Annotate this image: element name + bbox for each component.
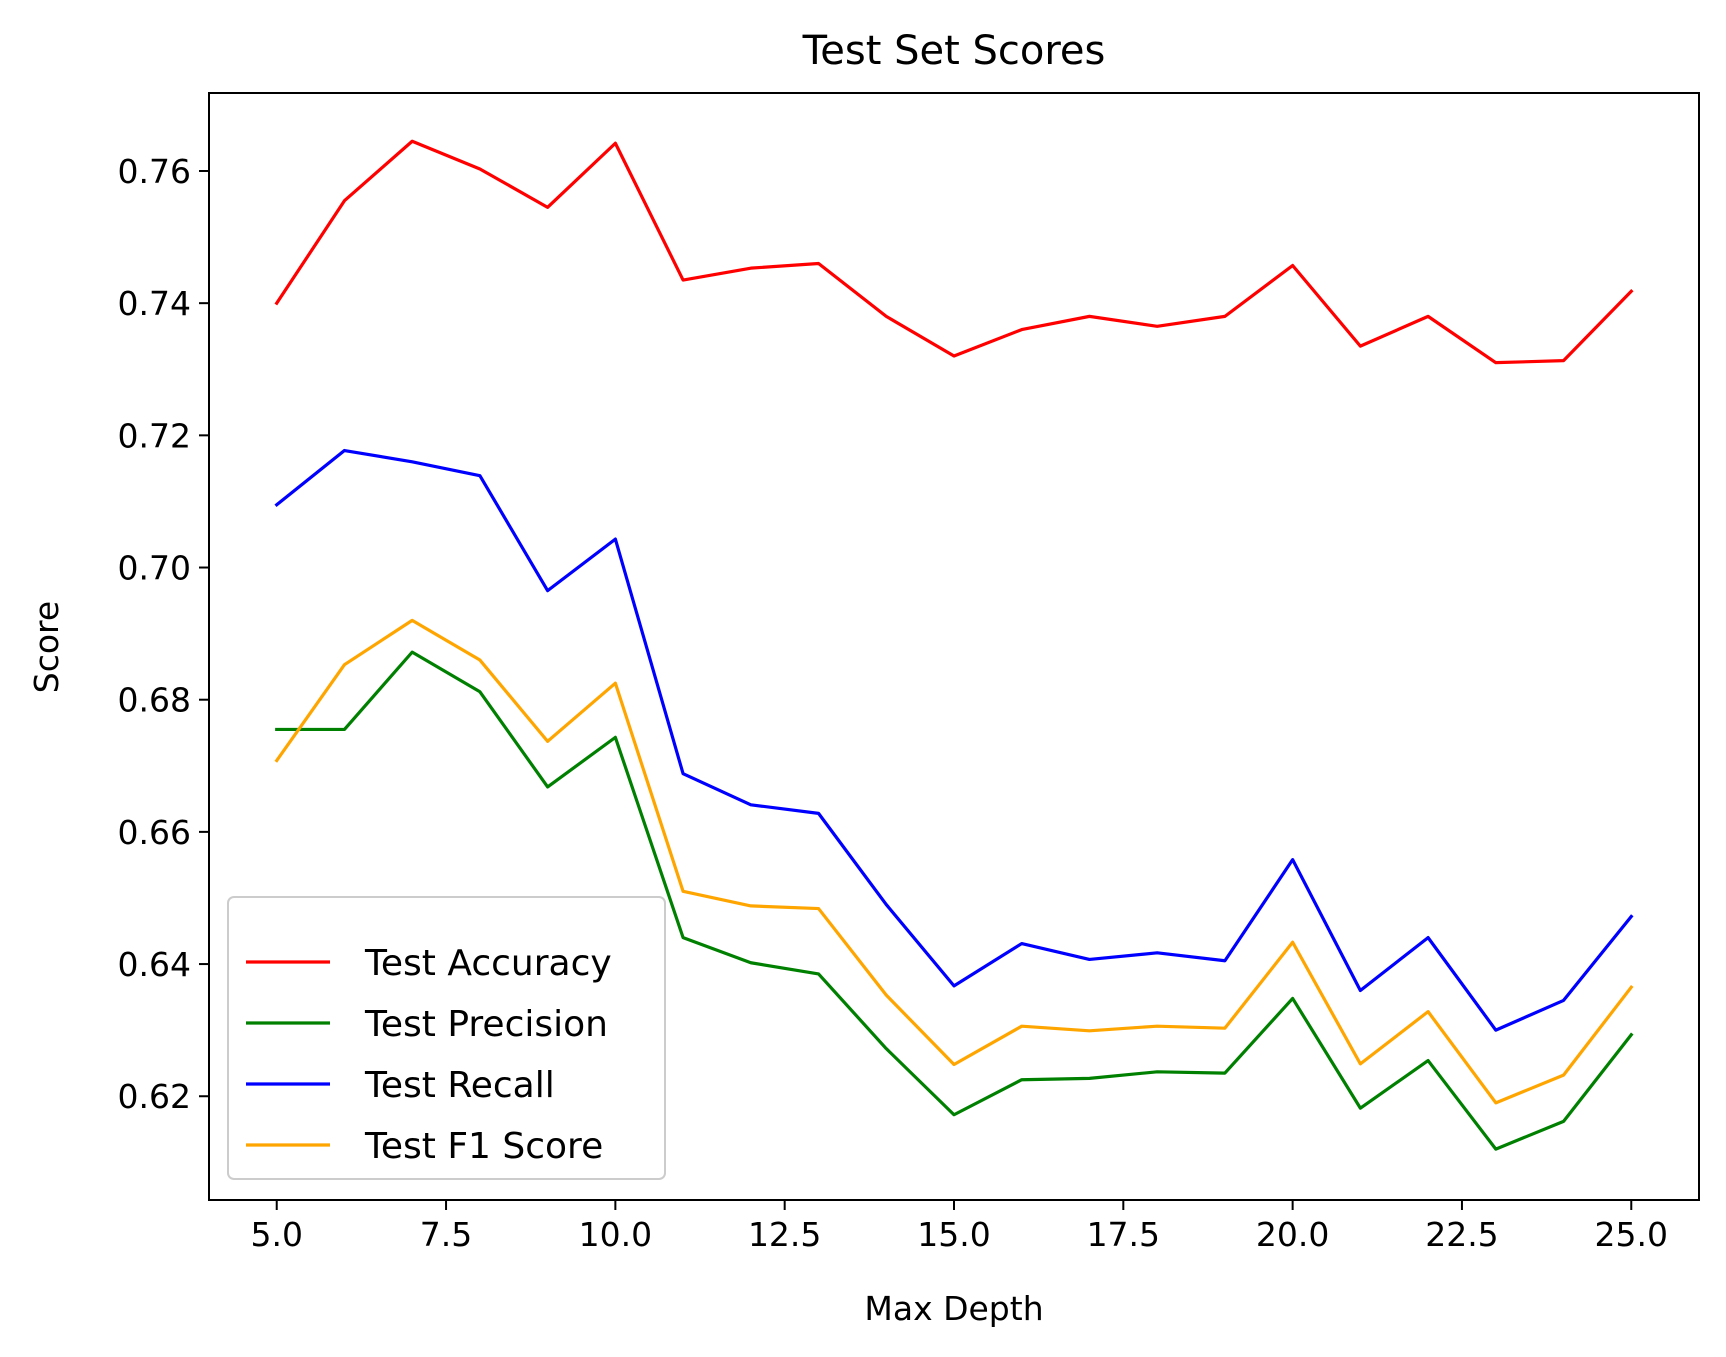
chart-title: Test Set Scores xyxy=(802,28,1106,74)
series-line-1 xyxy=(275,650,1634,1151)
legend-label-1: Test Precision xyxy=(364,1004,608,1045)
y-axis-label: Score xyxy=(27,601,66,693)
series-line-2 xyxy=(274,448,1634,1032)
y-tick-label: 0.62 xyxy=(118,1077,191,1116)
y-tick-label: 0.74 xyxy=(118,284,191,323)
series-line-3 xyxy=(274,618,1634,1105)
y-tick-label: 0.76 xyxy=(118,152,191,191)
x-axis-ticks: 5.0 7.5 10.0 12.5 15.0 17.5 20.0 22.5 25.0 xyxy=(250,1200,1668,1254)
legend: Test Accuracy Test Precision Test Recall Te… xyxy=(227,896,666,1180)
series-line-0 xyxy=(274,139,1634,365)
legend-label-3: Test F1 Score xyxy=(364,1126,603,1167)
x-tick-label: 22.5 xyxy=(1425,1215,1498,1254)
y-tick-label: 0.72 xyxy=(118,416,191,455)
legend-box xyxy=(227,896,666,1180)
x-tick-label: 12.5 xyxy=(748,1215,821,1254)
x-tick-label: 20.0 xyxy=(1256,1215,1329,1254)
plot-area-frame xyxy=(208,92,1700,1201)
y-tick-label: 0.70 xyxy=(118,549,191,588)
y-tick-label: 0.64 xyxy=(118,945,191,984)
y-tick-label: 0.68 xyxy=(118,681,191,720)
x-axis-label: Max Depth xyxy=(864,1289,1043,1328)
y-axis-ticks: 0.62 0.64 0.66 0.68 0.70 0.72 0.74 0.76 xyxy=(118,152,209,1116)
x-tick-label: 17.5 xyxy=(1087,1215,1160,1254)
y-tick-label: 0.66 xyxy=(118,813,191,852)
x-tick-label: 10.0 xyxy=(579,1215,652,1254)
x-tick-label: 5.0 xyxy=(250,1215,302,1254)
x-tick-label: 25.0 xyxy=(1595,1215,1668,1254)
x-tick-label: 7.5 xyxy=(420,1215,472,1254)
legend-label-2: Test Recall xyxy=(364,1065,555,1106)
legend-label-0: Test Accuracy xyxy=(364,943,612,984)
plot-lines xyxy=(274,139,1634,1151)
x-tick-label: 15.0 xyxy=(917,1215,990,1254)
